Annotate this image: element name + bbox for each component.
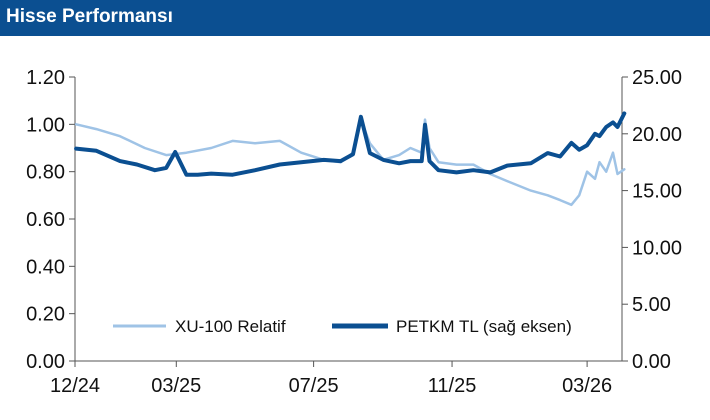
left-tick-label: 0.00 bbox=[26, 351, 65, 373]
chart-legend: XU-100 Relatif PETKM TL (sağ eksen) bbox=[113, 317, 572, 336]
x-tick-label: 03/26 bbox=[562, 375, 612, 397]
chart-series bbox=[74, 111, 627, 207]
performance-chart: 0.00 0.20 0.40 0.60 0.80 1.00 1.20 0.00 5.00 10.0… bbox=[26, 67, 682, 397]
left-tick-label: 1.00 bbox=[26, 114, 65, 136]
left-tick-label: 1.20 bbox=[26, 67, 65, 89]
left-tick-label: 0.40 bbox=[26, 256, 65, 278]
right-tick-label: 25.00 bbox=[632, 67, 682, 89]
legend-label-xu100: XU-100 Relatif bbox=[175, 317, 286, 336]
series-line-petkm bbox=[74, 111, 627, 177]
chart-ticks: 0.00 0.20 0.40 0.60 0.80 1.00 1.20 0.00 5.00 10.0… bbox=[26, 67, 682, 397]
left-tick-label: 0.20 bbox=[26, 304, 65, 326]
left-tick-label: 0.80 bbox=[26, 162, 65, 184]
left-tick-label: 0.60 bbox=[26, 209, 65, 231]
x-tick-label: 11/25 bbox=[428, 375, 477, 397]
x-tick-label: 07/25 bbox=[289, 375, 339, 397]
series-line-xu100 bbox=[74, 118, 626, 207]
page-title: Hisse Performansı bbox=[6, 6, 173, 27]
legend-label-petkm: PETKM TL (sağ eksen) bbox=[396, 317, 572, 336]
right-tick-label: 5.00 bbox=[632, 294, 671, 316]
x-tick-label: 03/25 bbox=[151, 375, 201, 397]
x-tick-label: 12/24 bbox=[50, 375, 100, 397]
header-bar: Hisse Performansı bbox=[0, 0, 710, 36]
right-tick-label: 15.00 bbox=[632, 181, 682, 203]
right-tick-label: 0.00 bbox=[632, 351, 671, 373]
right-tick-label: 20.00 bbox=[632, 124, 682, 146]
right-tick-label: 10.00 bbox=[632, 237, 682, 259]
